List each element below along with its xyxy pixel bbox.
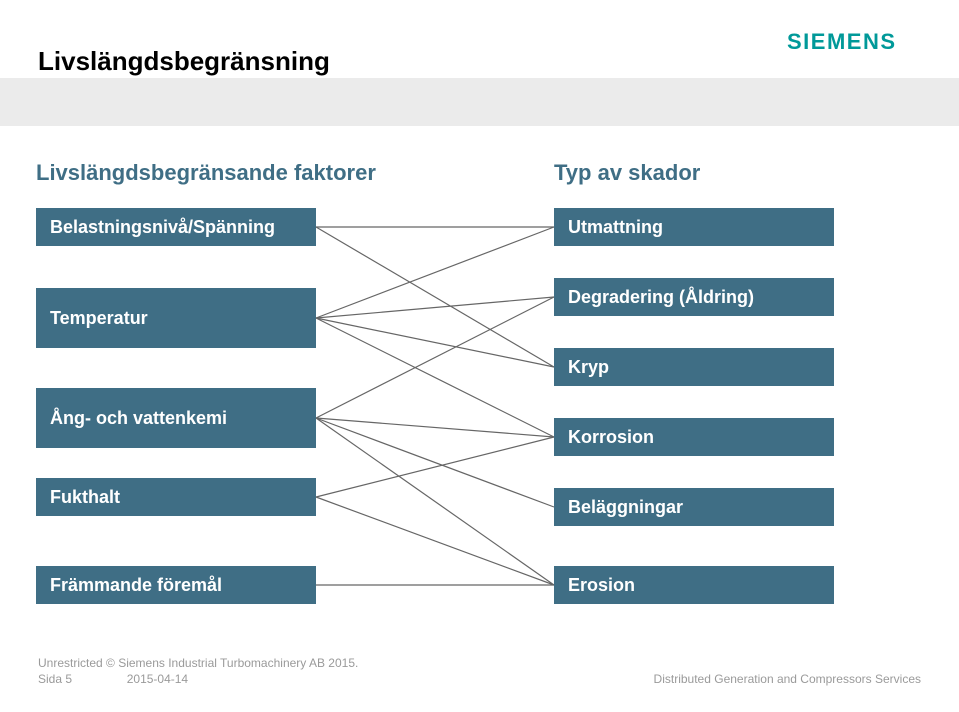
footer-right: Distributed Generation and Compressors S… <box>654 672 921 686</box>
edge-temp-degrade <box>316 297 554 318</box>
box-corrosion: Korrosion <box>554 418 834 456</box>
edge-temp-fatigue <box>316 227 554 318</box>
edge-steam-degrade <box>316 297 554 418</box>
footer-left: Unrestricted © Siemens Industrial Turbom… <box>38 656 358 686</box>
siemens-logo: SIEMENS <box>787 30 927 54</box>
edge-steam-corrosion <box>316 418 554 437</box>
right-column-heading: Typ av skador <box>554 160 700 186</box>
edge-temp-creep <box>316 318 554 367</box>
box-load: Belastningsnivå/Spänning <box>36 208 316 246</box>
footer-pageinfo: Sida 5 2015-04-14 <box>38 672 358 686</box>
footer-copyright: Unrestricted © Siemens Industrial Turbom… <box>38 656 358 670</box>
box-degrade: Degradering (Åldring) <box>554 278 834 316</box>
edge-steam-erosion <box>316 418 554 585</box>
box-steam: Ång- och vattenkemi <box>36 388 316 448</box>
left-column-heading: Livslängdsbegränsande faktorer <box>36 160 376 186</box>
box-erosion: Erosion <box>554 566 834 604</box>
edge-humid-corrosion <box>316 437 554 497</box>
footer-page: Sida 5 <box>38 672 72 686</box>
logo-text: SIEMENS <box>787 30 897 54</box>
edge-steam-deposits <box>316 418 554 507</box>
edge-humid-erosion <box>316 497 554 585</box>
box-temp: Temperatur <box>36 288 316 348</box>
slide-page: SIEMENS Livslängdsbegränsning Livslängds… <box>0 0 959 712</box>
edge-temp-corrosion <box>316 318 554 437</box>
box-deposits: Beläggningar <box>554 488 834 526</box>
edge-load-creep <box>316 227 554 367</box>
page-title: Livslängdsbegränsning <box>38 46 330 77</box>
box-creep: Kryp <box>554 348 834 386</box>
box-debris: Främmande föremål <box>36 566 316 604</box>
footer-date: 2015-04-14 <box>127 672 188 686</box>
header-band <box>0 78 959 126</box>
box-humid: Fukthalt <box>36 478 316 516</box>
box-fatigue: Utmattning <box>554 208 834 246</box>
